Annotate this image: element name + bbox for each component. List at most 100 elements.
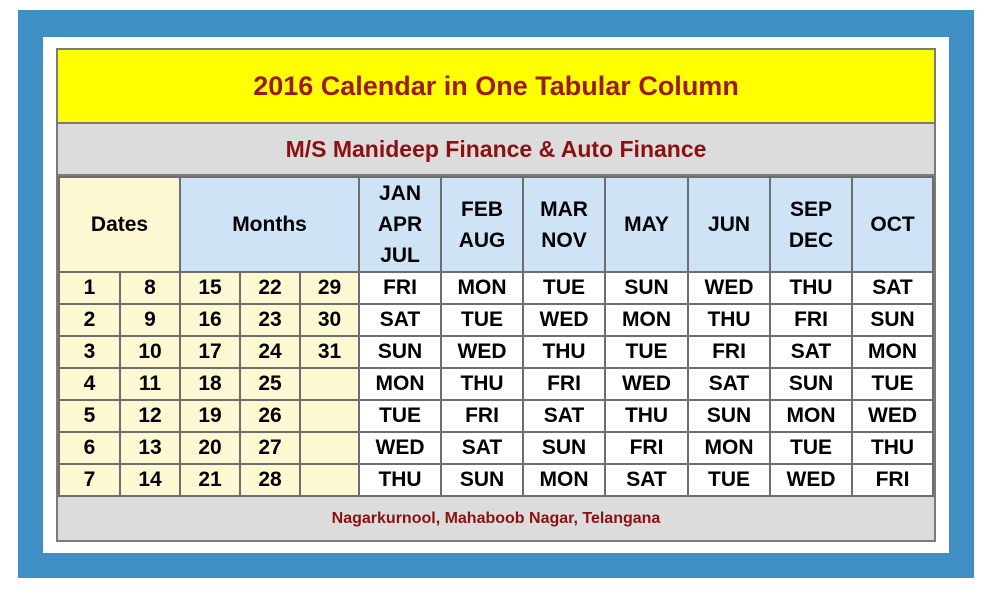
weekday-cell: THU [440,367,525,401]
month-label: AUG [458,228,506,252]
month-label: MAY [624,213,669,236]
weekday-cell: TUE [604,335,690,369]
weekday-cell: FRI [769,303,854,337]
month-label: DEC [788,228,834,252]
weekday-cell: SAT [851,271,935,305]
weekday-cell: SUN [604,271,690,305]
weekday-cell: SAT [769,335,854,369]
weekday-cell: SUN [687,399,772,433]
weekday-cell: FRI [851,463,935,497]
weekday-cell: MON [604,303,690,337]
weekday-cell: MON [687,431,772,465]
weekday-cell: WED [440,335,525,369]
date-cell [299,463,361,497]
weekday-cell: THU [522,335,607,369]
page-title: 2016 Calendar in One Tabular Column [58,50,934,124]
weekday-cell: MON [851,335,935,369]
weekday-cell: MON [522,463,607,497]
date-cell: 21 [179,463,242,497]
table-row: 2 9 16 23 30 SAT TUE WED MON THU FRI SUN [58,303,935,337]
months-header: Months [179,176,361,273]
weekday-cell: TUE [358,399,443,433]
date-cell: 22 [239,271,302,305]
date-cell: 26 [239,399,302,433]
weekday-cell: TUE [522,271,607,305]
month-label: JUL [380,244,420,267]
date-cell: 10 [118,335,182,369]
date-cell [299,431,361,465]
month-header: SEP DEC [769,176,854,273]
table-row: 5 12 19 26 TUE FRI SAT THU SUN MON WED [58,399,935,433]
weekday-cell: FRI [522,367,607,401]
table-row: 1 8 15 22 29 FRI MON TUE SUN WED THU SAT [58,271,935,305]
date-cell: 30 [299,303,361,337]
weekday-cell: SAT [522,399,607,433]
weekday-cell: SAT [604,463,690,497]
date-cell: 16 [179,303,242,337]
month-header: MAR NOV [522,176,607,273]
calendar-table: Dates Months JAN APR JUL FEB AUG MAR NOV… [57,176,935,497]
weekday-cell: SAT [358,303,443,337]
date-cell: 2 [58,303,121,337]
weekday-cell: THU [769,271,854,305]
weekday-cell: FRI [604,431,690,465]
date-cell: 29 [299,271,361,305]
month-label: APR [377,213,423,236]
date-cell [299,399,361,433]
date-cell: 5 [58,399,121,433]
date-cell: 13 [118,431,182,465]
month-header: OCT [851,176,935,273]
weekday-cell: MON [440,271,525,305]
date-cell: 24 [239,335,302,369]
date-cell: 20 [179,431,242,465]
weekday-cell: SAT [687,367,772,401]
weekday-cell: THU [604,399,690,433]
weekday-cell: SUN [851,303,935,337]
month-header: FEB AUG [440,176,525,273]
weekday-cell: SUN [522,431,607,465]
weekday-cell: FRI [440,399,525,433]
table-row: 6 13 20 27 WED SAT SUN FRI MON TUE THU [58,431,935,465]
date-cell: 6 [58,431,121,465]
weekday-cell: WED [358,431,443,465]
month-label: JUN [708,213,751,236]
table-row: 4 11 18 25 MON THU FRI WED SAT SUN TUE [58,367,935,401]
date-cell: 25 [239,367,302,401]
month-header: JAN APR JUL [358,176,443,273]
company-name: M/S Manideep Finance & Auto Finance [58,124,934,176]
location-footer: Nagarkurnool, Mahaboob Nagar, Telangana [58,498,934,540]
month-header: MAY [604,176,690,273]
date-cell: 31 [299,335,361,369]
date-cell: 1 [58,271,121,305]
calendar-card: 2016 Calendar in One Tabular Column M/S … [56,48,936,542]
date-cell: 9 [118,303,182,337]
weekday-cell: MON [358,367,443,401]
weekday-cell: FRI [358,271,443,305]
date-cell: 8 [118,271,182,305]
header-row: Dates Months JAN APR JUL FEB AUG MAR NOV… [57,176,935,273]
date-cell [299,367,361,401]
date-cell: 14 [118,463,182,497]
weekday-cell: TUE [440,303,525,337]
weekday-cell: TUE [851,367,935,401]
month-label: MAR [540,197,588,221]
date-cell: 15 [179,271,242,305]
weekday-cell: TUE [769,431,854,465]
weekday-cell: WED [604,367,690,401]
weekday-cell: WED [851,399,935,433]
month-label: SEP [790,197,833,221]
weekday-cell: SUN [358,335,443,369]
month-header: JUN [687,176,772,273]
dates-header: Dates [57,176,182,273]
weekday-cell: MON [769,399,854,433]
date-cell: 28 [239,463,302,497]
date-cell: 7 [58,463,121,497]
weekday-cell: WED [769,463,854,497]
weekday-cell: WED [687,271,772,305]
date-cell: 11 [118,367,182,401]
weekday-cell: SAT [440,431,525,465]
month-label: FEB [461,197,504,221]
month-label: OCT [870,213,915,236]
date-cell: 17 [179,335,242,369]
weekday-cell: SUN [440,463,525,497]
